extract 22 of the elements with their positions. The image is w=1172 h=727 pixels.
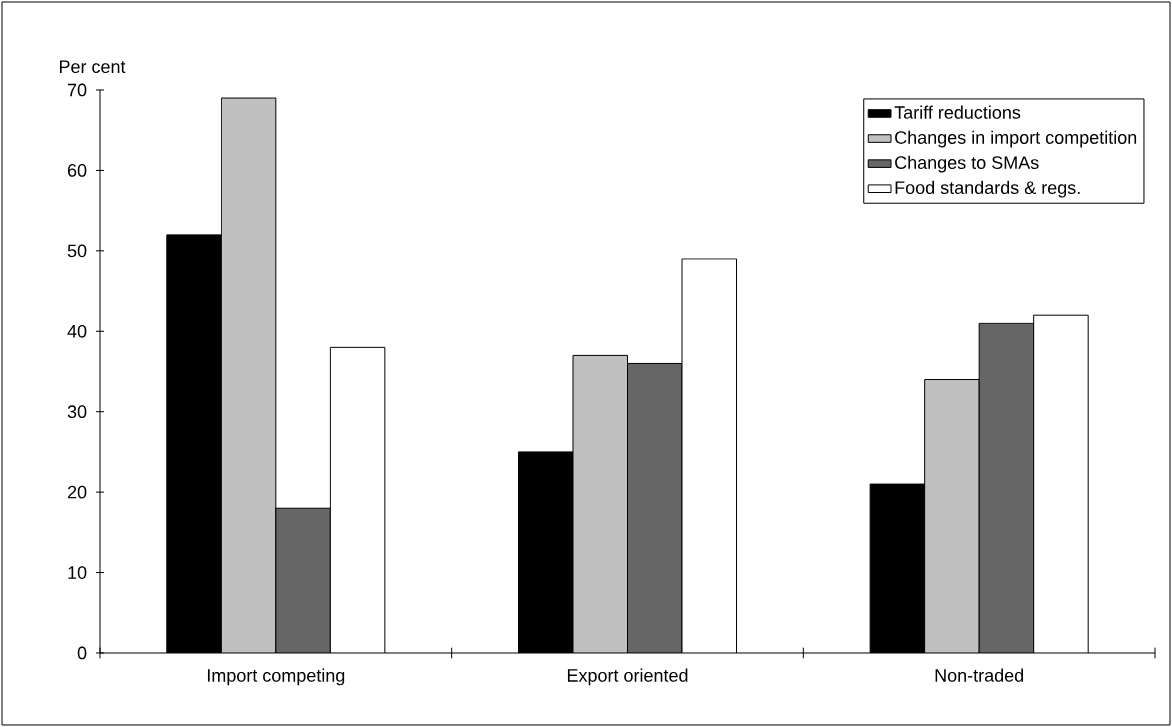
legend-label: Food standards & regs. [895, 180, 1080, 198]
y-tick-label: 60 [67, 164, 87, 177]
bar [978, 322, 1035, 653]
x-tick-label: Export oriented [567, 668, 688, 686]
bar [275, 508, 331, 653]
bar [221, 98, 276, 653]
y-tick-label: 10 [68, 566, 87, 579]
y-tick-label: 30 [67, 405, 87, 419]
y-tick-label: 20 [67, 485, 87, 499]
x-tick-label: Non-traded [935, 668, 1024, 682]
y-tick-label: 0 [77, 646, 87, 660]
y-axis-title: Per cent [59, 60, 126, 74]
y-tick-label: 70 [67, 83, 87, 97]
y-tick-label: 40 [67, 324, 87, 338]
legend-label: Changes in import competition [895, 130, 1137, 148]
bar [924, 379, 980, 653]
legend-label: Changes to SMAs [895, 155, 1039, 173]
legend-label: Tariff reductions [894, 105, 1021, 119]
bar [627, 363, 683, 653]
y-tick-label: 50 [67, 244, 87, 258]
x-tick-label: Import competing [207, 668, 345, 686]
bar [573, 355, 628, 653]
